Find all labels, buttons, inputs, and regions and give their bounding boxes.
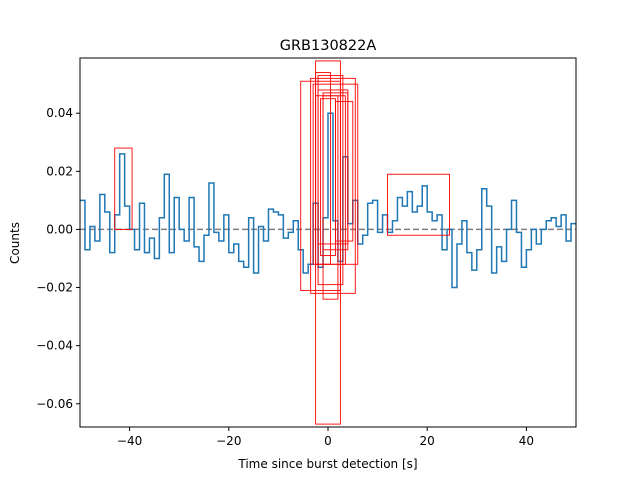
y-axis-ticks: −0.06 −0.04 −0.02 0.00 0.02 0.04 <box>36 106 80 411</box>
y-axis-label: Counts <box>8 222 22 264</box>
y-tick-label: −0.02 <box>36 281 73 295</box>
x-tick-label: −20 <box>216 434 241 448</box>
y-tick-label: 0.00 <box>46 222 73 236</box>
plot-area <box>79 57 577 428</box>
y-tick-label: −0.06 <box>36 397 73 411</box>
x-tick-label: 0 <box>324 434 332 448</box>
detection-boxes <box>114 60 450 425</box>
detection-box <box>300 80 341 291</box>
x-tick-label: 40 <box>519 434 534 448</box>
detection-box <box>334 101 354 242</box>
y-tick-label: 0.02 <box>46 164 73 178</box>
y-tick-label: −0.04 <box>36 339 73 353</box>
x-axis-label: Time since burst detection [s] <box>237 457 417 471</box>
detection-box <box>310 77 356 294</box>
x-tick-label: 20 <box>420 434 435 448</box>
chart-title: GRB130822A <box>280 38 377 54</box>
x-tick-label: −40 <box>117 434 142 448</box>
y-tick-label: 0.04 <box>46 106 73 120</box>
detection-box <box>114 147 133 230</box>
series-step-line <box>80 112 576 289</box>
detection-box <box>387 173 450 236</box>
detection-box <box>322 92 349 251</box>
x-axis-ticks: −40 −20 0 20 40 <box>117 427 534 448</box>
detection-box <box>315 72 331 265</box>
